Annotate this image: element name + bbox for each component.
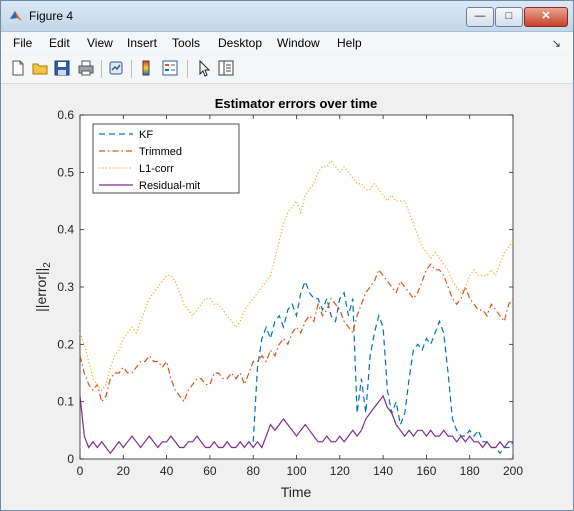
dock-arrow-icon[interactable]: ↘	[551, 38, 561, 50]
series-line-kf	[252, 279, 514, 455]
legend-icon[interactable]	[161, 59, 179, 77]
x-tick-label: 0	[77, 464, 84, 478]
menu-desktop[interactable]: Desktop	[218, 36, 263, 50]
toolbar-separator	[131, 60, 132, 78]
legend-box	[92, 123, 240, 194]
open-file-icon[interactable]	[31, 59, 49, 77]
window-title: Figure 4	[29, 9, 74, 23]
legend-label: L1-corr	[139, 163, 174, 175]
chart-title: Estimator errors over time	[215, 96, 378, 111]
new-figure-icon[interactable]	[9, 59, 27, 77]
menu-insert[interactable]: Insert	[127, 36, 158, 50]
colorbar-icon[interactable]	[137, 59, 155, 77]
x-axis-label: Time	[281, 484, 312, 500]
link-plot-icon[interactable]	[107, 59, 125, 77]
pointer-icon[interactable]	[195, 59, 213, 77]
x-tick-label: 100	[286, 464, 306, 478]
x-tick-label: 140	[373, 464, 393, 478]
x-tick-label: 20	[117, 464, 131, 478]
y-tick-label: 0	[67, 452, 74, 466]
y-tick-label: 0.5	[57, 165, 74, 179]
toolbar-separator	[101, 60, 102, 78]
x-tick-label: 200	[503, 464, 523, 478]
x-tick-label: 120	[330, 464, 350, 478]
close-button[interactable]: ✕	[524, 7, 568, 27]
maximize-button[interactable]: □	[495, 7, 523, 27]
y-axis-label: ||error||2	[33, 262, 53, 312]
matlab-icon	[9, 9, 23, 23]
legend-label: Residual-mit	[139, 180, 200, 192]
y-axis-label-main: ||error||	[33, 268, 49, 312]
menu-view[interactable]: View	[87, 36, 113, 50]
legend-label: KF	[139, 129, 153, 141]
menu-edit[interactable]: Edit	[49, 36, 70, 50]
x-tick-label: 60	[203, 464, 217, 478]
x-tick-label: 180	[460, 464, 480, 478]
minimize-button[interactable]: —	[466, 7, 494, 27]
save-icon[interactable]	[53, 59, 71, 77]
x-tick-label: 80	[247, 464, 261, 478]
menu-bar: File Edit View Insert Tools Desktop Wind…	[1, 32, 573, 54]
y-tick-label: 0.3	[57, 280, 74, 294]
legend-label: Trimmed	[139, 146, 182, 158]
menu-file[interactable]: File	[13, 36, 33, 50]
menu-tools[interactable]: Tools	[172, 36, 201, 50]
property-inspector-icon[interactable]	[217, 59, 235, 77]
series-line-residual-mit	[79, 394, 513, 455]
figure-canvas[interactable]: Estimator errors over time 0 20 40 60 80 100 1…	[1, 84, 573, 510]
title-bar[interactable]: Figure 4 — □ ✕	[1, 1, 573, 32]
toolbar	[1, 55, 573, 84]
menu-window[interactable]: Window	[277, 36, 320, 50]
y-tick-label: 0.2	[57, 337, 74, 351]
y-tick-label: 0.6	[57, 108, 74, 122]
chart[interactable]: Estimator errors over time 0 20 40 60 80 100 1…	[1, 84, 573, 510]
x-tick-label: 160	[416, 464, 436, 478]
y-tick-label: 0.1	[57, 395, 74, 409]
y-axis-label-subscript: 2	[42, 262, 53, 268]
y-tick-label: 0.4	[57, 223, 74, 237]
menu-help[interactable]: Help	[337, 36, 362, 50]
legend[interactable]: KF Trimmed L1-corr Residual-mit	[92, 123, 240, 194]
series-line-trimmed	[79, 263, 514, 404]
toolbar-separator	[187, 60, 188, 78]
print-icon[interactable]	[77, 59, 95, 77]
x-tick-label: 40	[160, 464, 174, 478]
